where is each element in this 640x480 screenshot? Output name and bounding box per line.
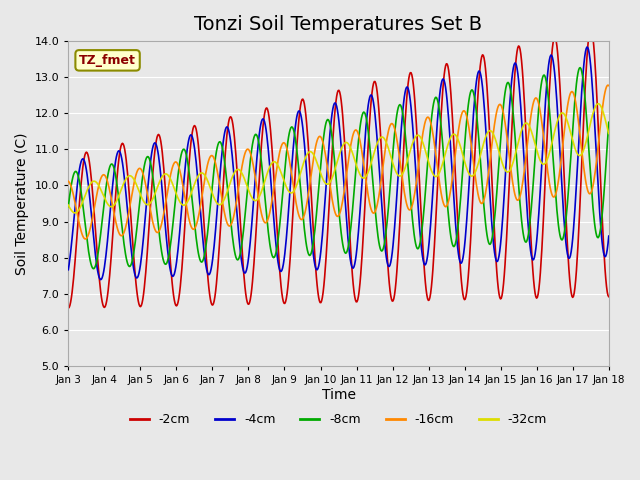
-16cm [605, 83, 612, 88]
X-axis label: Time: Time [321, 388, 356, 402]
-4cm [420, 262, 428, 267]
-16cm [74, 215, 82, 221]
-8cm [214, 142, 221, 148]
Text: TZ_fmet: TZ_fmet [79, 54, 136, 67]
-32cm [405, 153, 413, 158]
-8cm [420, 199, 428, 205]
-2cm [74, 218, 82, 224]
-32cm [71, 210, 79, 216]
-2cm [130, 254, 138, 260]
-4cm [65, 267, 72, 273]
-2cm [420, 260, 428, 266]
Title: Tonzi Soil Temperatures Set B: Tonzi Soil Temperatures Set B [195, 15, 483, 34]
-8cm [74, 173, 82, 179]
Y-axis label: Soil Temperature (C): Soil Temperature (C) [15, 132, 29, 275]
-16cm [131, 178, 138, 184]
Line: -2cm: -2cm [68, 28, 609, 308]
-16cm [82, 236, 90, 242]
-16cm [405, 207, 413, 213]
-4cm [186, 135, 193, 141]
-4cm [405, 88, 413, 94]
-4cm [605, 233, 612, 239]
-32cm [605, 131, 612, 136]
-4cm [214, 198, 221, 204]
Line: -32cm: -32cm [68, 104, 609, 213]
-16cm [65, 179, 72, 184]
-2cm [185, 167, 193, 172]
-16cm [604, 82, 612, 88]
-2cm [587, 25, 595, 31]
-8cm [131, 245, 138, 251]
-32cm [420, 145, 428, 151]
-16cm [186, 218, 193, 224]
-8cm [577, 65, 584, 71]
-32cm [131, 178, 138, 183]
-32cm [65, 202, 72, 208]
-32cm [214, 201, 221, 207]
-16cm [214, 172, 221, 178]
-2cm [65, 305, 72, 311]
Line: -16cm: -16cm [68, 85, 609, 239]
Line: -8cm: -8cm [68, 68, 609, 269]
-4cm [97, 277, 104, 283]
Line: -4cm: -4cm [68, 47, 609, 280]
-8cm [65, 204, 72, 209]
-4cm [74, 176, 82, 181]
-2cm [213, 273, 221, 278]
-32cm [186, 195, 193, 201]
-4cm [583, 44, 591, 50]
-2cm [404, 81, 412, 87]
Legend: -2cm, -4cm, -8cm, -16cm, -32cm: -2cm, -4cm, -8cm, -16cm, -32cm [125, 408, 552, 431]
-8cm [90, 266, 97, 272]
-8cm [186, 171, 193, 177]
-32cm [75, 207, 83, 213]
-2cm [605, 294, 612, 300]
-8cm [605, 120, 612, 125]
-32cm [595, 101, 602, 107]
-4cm [131, 270, 138, 276]
-8cm [405, 173, 413, 179]
-16cm [420, 121, 428, 127]
